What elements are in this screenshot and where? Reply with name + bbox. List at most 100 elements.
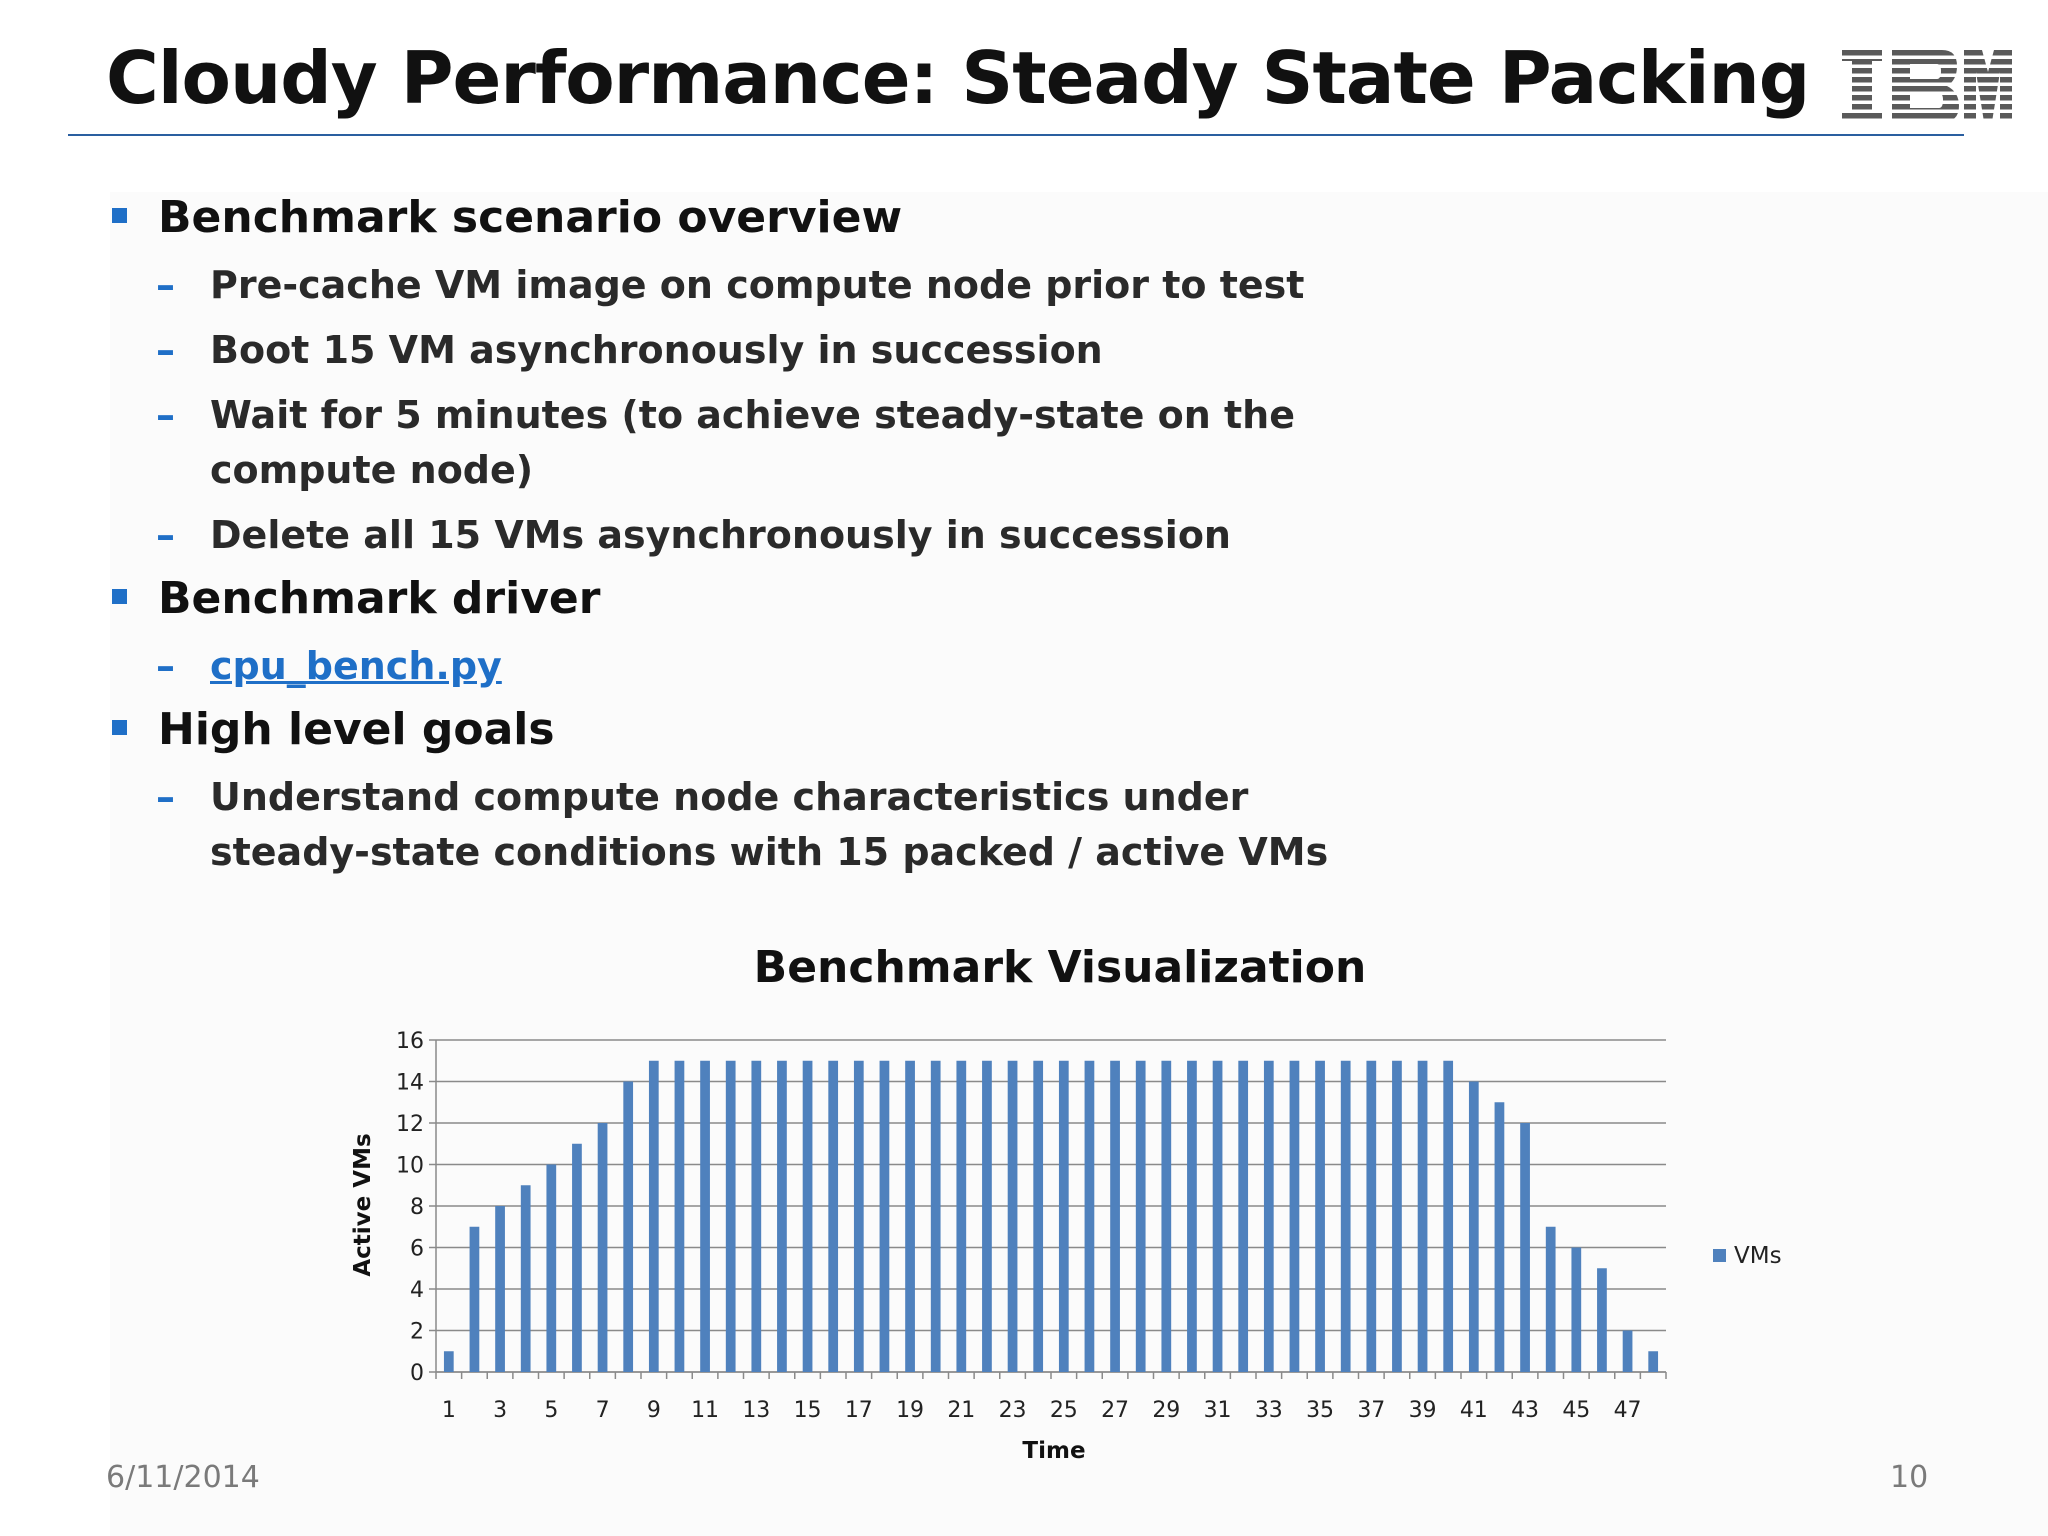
y-tick-label: 16 bbox=[396, 1029, 424, 1054]
sub-bullet-item: – cpu_bench.py bbox=[106, 639, 1406, 694]
sub-bullet-text: Wait for 5 minutes (to achieve steady-st… bbox=[210, 393, 1295, 437]
slide-title: Cloudy Performance: Steady State Packing bbox=[106, 36, 1810, 120]
sub-bullet-item: – Pre-cache VM image on compute node prio… bbox=[106, 258, 1406, 313]
bar bbox=[1443, 1060, 1454, 1372]
sub-bullet-text: Pre-cache VM image on compute node prior… bbox=[210, 263, 1305, 307]
bullet-square-icon bbox=[112, 208, 127, 223]
bar bbox=[520, 1185, 531, 1372]
bar bbox=[1084, 1060, 1095, 1372]
bar bbox=[1007, 1060, 1018, 1372]
bar bbox=[1263, 1060, 1274, 1372]
bar bbox=[982, 1060, 992, 1372]
sub-bullet-item: – Delete all 15 VMs asynchronously in suc… bbox=[106, 508, 1406, 563]
bar bbox=[1392, 1060, 1402, 1372]
dash-icon: – bbox=[156, 328, 175, 372]
y-tick-label: 4 bbox=[410, 1278, 424, 1303]
x-tick-label: 1 bbox=[442, 1398, 456, 1423]
bar bbox=[546, 1164, 557, 1372]
bar bbox=[1622, 1330, 1633, 1372]
x-tick-label: 13 bbox=[742, 1398, 770, 1423]
dash-icon: – bbox=[156, 775, 175, 819]
bullet-item: Benchmark driver bbox=[106, 569, 1406, 629]
bullet-text: High level goals bbox=[158, 704, 555, 755]
sub-bullet-item: – Boot 15 VM asynchronously in succession bbox=[106, 323, 1406, 378]
bar bbox=[443, 1351, 454, 1372]
y-tick-label: 2 bbox=[410, 1320, 424, 1345]
bar bbox=[828, 1060, 839, 1372]
title-divider bbox=[68, 134, 1964, 136]
dash-icon: – bbox=[156, 263, 175, 307]
bar bbox=[802, 1060, 813, 1372]
bar bbox=[879, 1060, 890, 1372]
content-background bbox=[110, 192, 2048, 1536]
x-tick-label: 11 bbox=[691, 1398, 719, 1423]
x-tick-label: 43 bbox=[1511, 1398, 1539, 1423]
x-tick-label: 21 bbox=[947, 1398, 975, 1423]
bar bbox=[597, 1123, 608, 1372]
x-tick-label: 7 bbox=[596, 1398, 610, 1423]
chart-title: Benchmark Visualization bbox=[754, 942, 1367, 993]
bar bbox=[1571, 1247, 1582, 1372]
bar bbox=[1212, 1060, 1223, 1372]
bullet-text: Benchmark driver bbox=[158, 573, 601, 624]
x-tick-label: 47 bbox=[1614, 1398, 1642, 1423]
bar bbox=[1187, 1060, 1197, 1372]
x-tick-label: 39 bbox=[1409, 1398, 1437, 1423]
sub-bullet-item: – Understand compute node characteristics… bbox=[106, 770, 1406, 880]
bar bbox=[1135, 1060, 1146, 1372]
driver-link[interactable]: cpu_bench.py bbox=[210, 644, 502, 688]
sub-bullet-text: Delete all 15 VMs asynchronously in succ… bbox=[210, 513, 1231, 557]
bar bbox=[1648, 1351, 1659, 1372]
x-tick-label: 45 bbox=[1562, 1398, 1590, 1423]
x-tick-label: 41 bbox=[1460, 1398, 1488, 1423]
legend-label: VMs bbox=[1734, 1243, 1782, 1269]
chart-y-axis-label: Active VMs bbox=[350, 1133, 376, 1276]
bar bbox=[1289, 1060, 1300, 1372]
bullet-list: Benchmark scenario overview – Pre-cache VM… bbox=[106, 182, 1406, 880]
x-tick-label: 29 bbox=[1152, 1398, 1180, 1423]
bar bbox=[1468, 1081, 1479, 1372]
bar bbox=[1058, 1060, 1069, 1372]
dash-icon: – bbox=[156, 393, 175, 437]
bar bbox=[495, 1206, 505, 1372]
bar bbox=[1238, 1060, 1249, 1372]
x-tick-label: 25 bbox=[1050, 1398, 1078, 1423]
x-tick-label: 31 bbox=[1204, 1398, 1232, 1423]
bullet-item: High level goals bbox=[106, 700, 1406, 760]
y-tick-label: 12 bbox=[396, 1112, 424, 1137]
x-tick-label: 27 bbox=[1101, 1398, 1129, 1423]
bullet-square-icon bbox=[112, 589, 127, 604]
bar bbox=[1161, 1060, 1172, 1372]
y-tick-label: 6 bbox=[410, 1237, 424, 1262]
bar bbox=[1340, 1060, 1351, 1372]
dash-icon: – bbox=[156, 513, 175, 557]
sub-bullet-text: Understand compute node characteristics … bbox=[210, 775, 1249, 819]
sub-bullet-text: Boot 15 VM asynchronously in succession bbox=[210, 328, 1103, 372]
x-tick-label: 19 bbox=[896, 1398, 924, 1423]
bar bbox=[1366, 1060, 1377, 1372]
bar bbox=[674, 1060, 685, 1372]
bar bbox=[572, 1143, 582, 1372]
x-tick-label: 3 bbox=[493, 1398, 507, 1423]
x-tick-label: 17 bbox=[845, 1398, 873, 1423]
sub-bullet-text-continued: steady-state conditions with 15 packed /… bbox=[210, 830, 1329, 874]
bar bbox=[1110, 1060, 1120, 1372]
ibm-logo bbox=[1842, 50, 2012, 122]
dash-icon: – bbox=[156, 644, 175, 688]
bar bbox=[1545, 1226, 1556, 1372]
bar bbox=[777, 1060, 787, 1372]
benchmark-chart: Benchmark Visualization Active VMs Time … bbox=[350, 942, 1782, 1464]
bar bbox=[623, 1081, 634, 1372]
bar bbox=[725, 1060, 736, 1372]
x-tick-label: 33 bbox=[1255, 1398, 1283, 1423]
bar bbox=[751, 1060, 762, 1372]
bullet-text: Benchmark scenario overview bbox=[158, 192, 903, 243]
bar bbox=[1520, 1123, 1530, 1372]
legend-swatch bbox=[1713, 1249, 1726, 1262]
y-tick-label: 8 bbox=[410, 1195, 424, 1220]
bar bbox=[956, 1060, 967, 1372]
bar bbox=[1033, 1060, 1044, 1372]
bar bbox=[469, 1226, 480, 1372]
x-tick-label: 23 bbox=[999, 1398, 1027, 1423]
bullet-item: Benchmark scenario overview bbox=[106, 188, 1406, 248]
